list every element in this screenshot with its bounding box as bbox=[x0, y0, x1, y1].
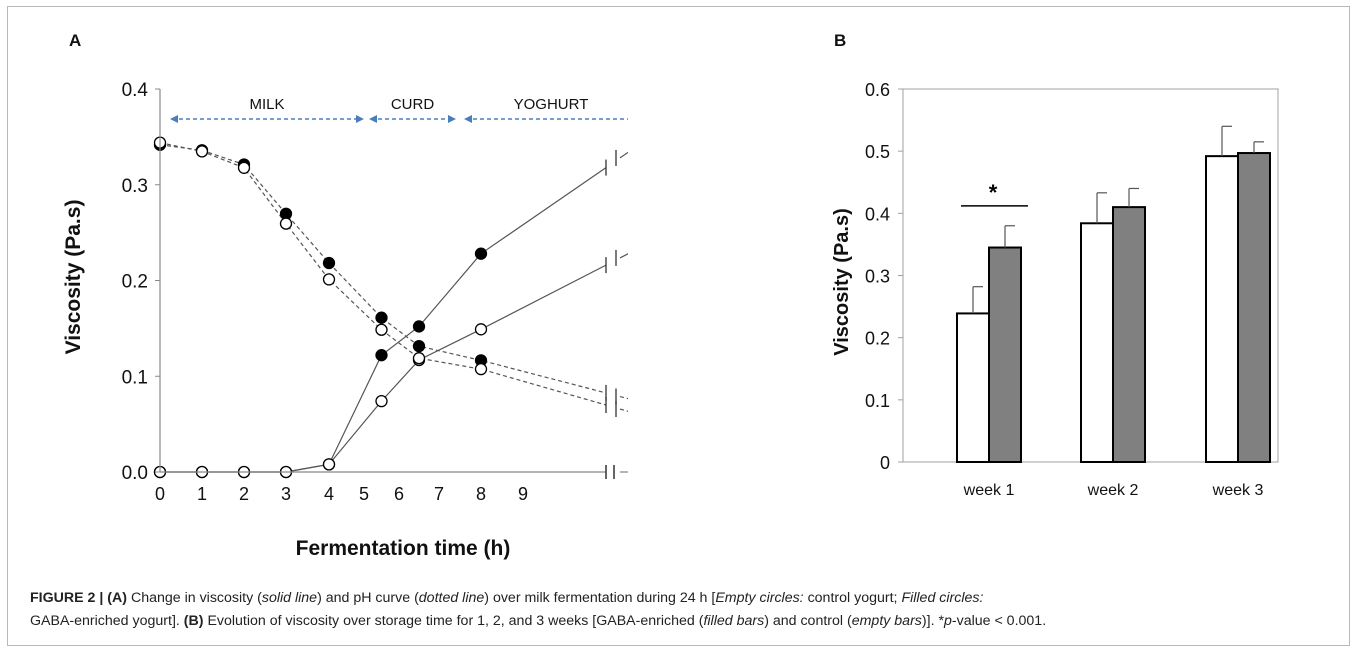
phase-label: YOGHURT bbox=[514, 96, 589, 113]
empty-circle-point bbox=[279, 217, 293, 230]
y-tick-label: 0.1 bbox=[122, 367, 148, 388]
series-line bbox=[619, 408, 628, 412]
phase-label: MILK bbox=[249, 96, 284, 113]
y-tick-label: 0.3 bbox=[865, 267, 890, 287]
bar-filled bbox=[1237, 152, 1271, 463]
x-tick-label: week 2 bbox=[1087, 482, 1139, 499]
panel-b-letter: B bbox=[834, 31, 846, 50]
y-tick-label: 0.0 bbox=[122, 463, 148, 484]
caption-text: Evolution of viscosity over storage time… bbox=[207, 613, 704, 629]
x-tick-label: 5 bbox=[359, 484, 369, 504]
caption-text: GABA-enriched yogurt]. bbox=[30, 613, 180, 629]
y-tick-label: 0.1 bbox=[865, 391, 890, 411]
x-tick-label: 9 bbox=[518, 484, 528, 504]
empty-circle-point bbox=[412, 352, 426, 365]
series-line bbox=[619, 151, 628, 159]
empty-circle-point bbox=[322, 458, 336, 471]
filled-circle-point bbox=[375, 349, 388, 362]
x-tick-label: week 3 bbox=[1212, 482, 1264, 499]
x-tick-label: 1 bbox=[197, 484, 207, 504]
x-tick-label: 4 bbox=[324, 484, 334, 504]
caption-italic: p bbox=[943, 613, 952, 629]
caption-text: ) over milk fermentation during 24 h [ bbox=[484, 590, 716, 606]
x-axis-label: Fermentation time (h) bbox=[296, 537, 511, 560]
x-tick-label: 6 bbox=[394, 484, 404, 504]
y-tick-label: 0.4 bbox=[122, 80, 149, 101]
caption-text: control yogurt; bbox=[807, 590, 898, 606]
caption-italic: solid line bbox=[261, 590, 318, 606]
filled-circle-point bbox=[474, 247, 488, 260]
series-line bbox=[160, 264, 607, 473]
y-tick-label: 0.6 bbox=[865, 80, 890, 100]
panel-a-letter: A bbox=[69, 31, 81, 50]
caption-italic: Filled circles: bbox=[901, 590, 984, 606]
filled-circle-point bbox=[375, 311, 388, 324]
caption-text: )]. * bbox=[921, 613, 944, 629]
caption-italic: dotted line bbox=[418, 590, 485, 606]
series-line bbox=[619, 253, 628, 259]
significance-mark: * bbox=[989, 180, 998, 205]
y-axis-label: Viscosity (Pa.s) bbox=[62, 200, 85, 355]
caption-italic: filled bars bbox=[703, 613, 765, 629]
filled-circle-point bbox=[412, 320, 426, 333]
caption-text: ) and control ( bbox=[764, 613, 852, 629]
y-tick-label: 0.4 bbox=[865, 204, 890, 224]
caption-figure-label: FIGURE 2 | bbox=[30, 590, 104, 606]
bar-filled bbox=[988, 246, 1022, 463]
x-tick-label: 7 bbox=[434, 484, 444, 504]
bar-filled bbox=[1112, 206, 1146, 463]
bar-empty bbox=[1080, 222, 1114, 463]
empty-circle-point bbox=[474, 323, 488, 336]
empty-circle-point bbox=[322, 273, 336, 286]
filled-circle-point bbox=[322, 256, 336, 270]
caption-text: ) and pH curve ( bbox=[317, 590, 419, 606]
phase-label: CURD bbox=[391, 96, 434, 113]
x-tick-label: 0 bbox=[155, 484, 165, 504]
series-line bbox=[159, 144, 607, 394]
y-tick-label: 0.2 bbox=[122, 272, 148, 293]
empty-circle-point bbox=[375, 394, 388, 408]
y-tick-label: 0.2 bbox=[865, 329, 890, 349]
x-tick-label: 2 bbox=[239, 484, 249, 504]
figure-caption: FIGURE 2 | (A) Change in viscosity (soli… bbox=[30, 587, 1350, 633]
caption-text: Change in viscosity ( bbox=[130, 590, 262, 606]
y-tick-label: 0.5 bbox=[865, 142, 890, 162]
bar-empty bbox=[956, 312, 990, 463]
y-axis-label-b: Viscosity (Pa.s) bbox=[831, 208, 853, 355]
series-line bbox=[159, 142, 607, 406]
empty-circle-point bbox=[237, 161, 251, 174]
y-tick-label: 0 bbox=[880, 453, 890, 473]
caption-italic: Empty circles: bbox=[715, 590, 804, 606]
x-tick-label: week 1 bbox=[963, 482, 1015, 499]
caption-text: -value < 0.001. bbox=[951, 613, 1047, 629]
empty-circle-point bbox=[474, 362, 488, 376]
series-line bbox=[619, 395, 628, 400]
caption-italic: empty bars bbox=[851, 613, 922, 629]
y-tick-label: 0.3 bbox=[122, 176, 148, 197]
caption-a-label: (A) bbox=[107, 590, 127, 606]
empty-circle-point bbox=[375, 323, 388, 336]
x-tick-label: 3 bbox=[281, 484, 291, 504]
caption-b-label: (B) bbox=[183, 613, 204, 629]
bar-empty bbox=[1205, 155, 1239, 463]
filled-circle-point bbox=[412, 340, 426, 353]
x-tick-label: 8 bbox=[476, 484, 486, 504]
empty-circle-point bbox=[195, 145, 209, 158]
